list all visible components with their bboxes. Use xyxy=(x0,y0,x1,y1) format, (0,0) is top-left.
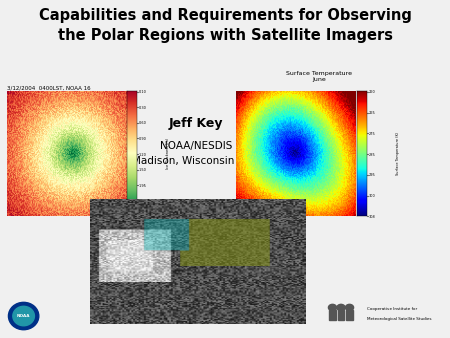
Text: Capabilities and Requirements for Observing
the Polar Regions with Satellite Ima: Capabilities and Requirements for Observ… xyxy=(39,8,411,43)
Text: 3/12/2004  0400LST, NOAA 16: 3/12/2004 0400LST, NOAA 16 xyxy=(7,85,90,90)
Text: Jeff Key: Jeff Key xyxy=(168,117,223,130)
Circle shape xyxy=(13,306,34,326)
Text: Surface Temperature
June: Surface Temperature June xyxy=(287,71,352,82)
Text: Ice Thickness (m): Ice Thickness (m) xyxy=(166,138,171,169)
Text: NOAA/NESDIS
Madison, Wisconsin USA: NOAA/NESDIS Madison, Wisconsin USA xyxy=(132,141,259,166)
Text: NOAA: NOAA xyxy=(17,314,31,318)
Circle shape xyxy=(9,302,39,330)
Text: Meteorological Satellite Studies: Meteorological Satellite Studies xyxy=(366,317,431,321)
Text: Surface Temperature (K): Surface Temperature (K) xyxy=(396,132,400,175)
Text: Cooperative Institute for: Cooperative Institute for xyxy=(366,308,417,312)
